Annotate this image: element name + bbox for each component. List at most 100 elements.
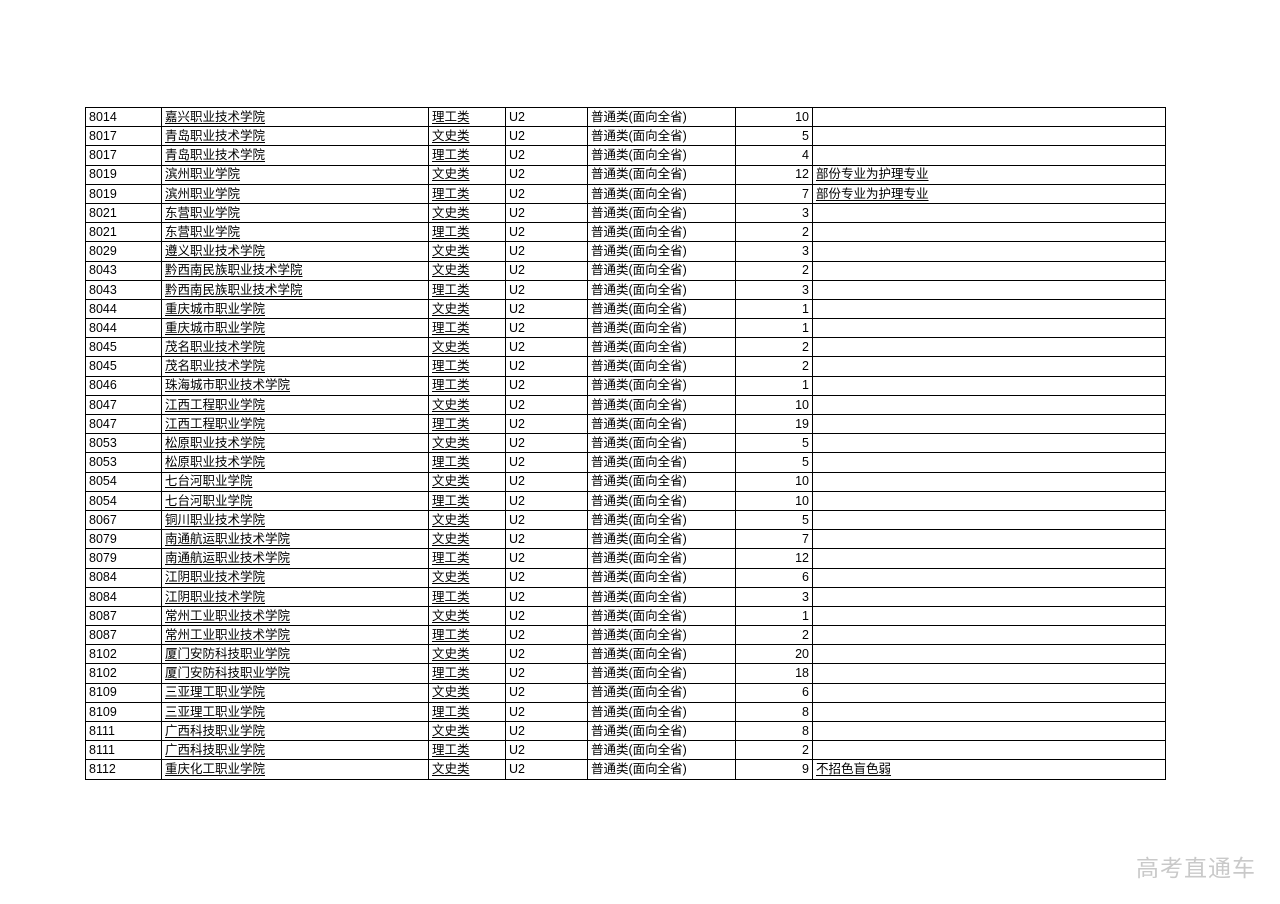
- remark-cell: [812, 529, 1166, 550]
- batch-cell: U2: [505, 529, 588, 550]
- school-name-cell: 东营职业学院: [161, 202, 429, 224]
- category-cell: 文史类: [428, 720, 506, 742]
- code-cell: 8053: [85, 452, 162, 473]
- remark-cell: [812, 720, 1166, 742]
- table-row: 8079 南通航运职业技术学院 文史类 U2 普通类(面向全省) 7: [85, 529, 1166, 550]
- plan-count-cell: 5: [735, 433, 813, 454]
- admission-type-cell: 普通类(面向全省): [587, 740, 736, 761]
- table-row: 8102 厦门安防科技职业学院 理工类 U2 普通类(面向全省) 18: [85, 663, 1166, 684]
- school-name-cell: 青岛职业技术学院: [161, 126, 429, 147]
- school-name-cell: 常州工业职业技术学院: [161, 605, 429, 627]
- plan-count-cell: 10: [735, 490, 813, 511]
- school-name-cell: 重庆城市职业学院: [161, 318, 429, 339]
- code-cell: 8043: [85, 279, 162, 300]
- table-row: 8084 江阴职业技术学院 文史类 U2 普通类(面向全省) 6: [85, 567, 1166, 588]
- school-name-cell: 江西工程职业学院: [161, 394, 429, 416]
- category-cell: 理工类: [428, 375, 506, 396]
- table-row: 8047 江西工程职业学院 理工类 U2 普通类(面向全省) 19: [85, 413, 1166, 435]
- table-row: 8109 三亚理工职业学院 理工类 U2 普通类(面向全省) 8: [85, 701, 1166, 723]
- school-name-cell: 广西科技职业学院: [161, 740, 429, 761]
- admission-type-cell: 普通类(面向全省): [587, 586, 736, 607]
- admission-type-cell: 普通类(面向全省): [587, 222, 736, 243]
- category-cell: 文史类: [428, 529, 506, 550]
- plan-count-cell: 8: [735, 720, 813, 742]
- plan-count-cell: 6: [735, 567, 813, 588]
- admission-plan-table: 8014 嘉兴职业技术学院 理工类 U2 普通类(面向全省) 10 8017 青岛职业技术学院…: [85, 106, 1166, 780]
- admission-type-cell: 普通类(面向全省): [587, 759, 736, 780]
- school-name-cell: 江阴职业技术学院: [161, 567, 429, 588]
- plan-count-cell: 3: [735, 279, 813, 300]
- code-cell: 8087: [85, 625, 162, 646]
- code-cell: 8014: [85, 106, 162, 128]
- category-cell: 文史类: [428, 471, 506, 492]
- admission-type-cell: 普通类(面向全省): [587, 682, 736, 703]
- school-name-cell: 遵义职业技术学院: [161, 241, 429, 262]
- plan-count-cell: 12: [735, 164, 813, 185]
- admission-type-cell: 普通类(面向全省): [587, 106, 736, 128]
- admission-type-cell: 普通类(面向全省): [587, 298, 736, 320]
- remark-cell: 不招色盲色弱: [812, 759, 1166, 780]
- code-cell: 8047: [85, 413, 162, 435]
- admission-type-cell: 普通类(面向全省): [587, 202, 736, 224]
- school-name-cell: 滨州职业学院: [161, 183, 429, 204]
- category-cell: 理工类: [428, 413, 506, 435]
- admission-type-cell: 普通类(面向全省): [587, 509, 736, 531]
- school-name-cell: 厦门安防科技职业学院: [161, 644, 429, 665]
- school-name-cell: 七台河职业学院: [161, 490, 429, 511]
- batch-cell: U2: [505, 356, 588, 377]
- batch-cell: U2: [505, 183, 588, 204]
- batch-cell: U2: [505, 433, 588, 454]
- batch-cell: U2: [505, 644, 588, 665]
- school-name-cell: 常州工业职业技术学院: [161, 625, 429, 646]
- admission-type-cell: 普通类(面向全省): [587, 241, 736, 262]
- plan-count-cell: 3: [735, 586, 813, 607]
- plan-count-cell: 18: [735, 663, 813, 684]
- admission-type-cell: 普通类(面向全省): [587, 337, 736, 358]
- code-cell: 8087: [85, 605, 162, 627]
- table-row: 8079 南通航运职业技术学院 理工类 U2 普通类(面向全省) 12: [85, 548, 1166, 569]
- admission-type-cell: 普通类(面向全省): [587, 279, 736, 300]
- category-cell: 理工类: [428, 452, 506, 473]
- plan-count-cell: 4: [735, 145, 813, 166]
- remark-cell: [812, 625, 1166, 646]
- code-cell: 8054: [85, 471, 162, 492]
- school-name-cell: 珠海城市职业技术学院: [161, 375, 429, 396]
- table-row: 8044 重庆城市职业学院 文史类 U2 普通类(面向全省) 1: [85, 298, 1166, 320]
- code-cell: 8084: [85, 586, 162, 607]
- admission-type-cell: 普通类(面向全省): [587, 663, 736, 684]
- code-cell: 8047: [85, 394, 162, 416]
- remark-cell: [812, 145, 1166, 166]
- category-cell: 理工类: [428, 183, 506, 204]
- category-cell: 文史类: [428, 164, 506, 185]
- batch-cell: U2: [505, 337, 588, 358]
- admission-type-cell: 普通类(面向全省): [587, 413, 736, 435]
- batch-cell: U2: [505, 413, 588, 435]
- batch-cell: U2: [505, 202, 588, 224]
- table-row: 8043 黔西南民族职业技术学院 文史类 U2 普通类(面向全省) 2: [85, 260, 1166, 281]
- school-name-cell: 七台河职业学院: [161, 471, 429, 492]
- batch-cell: U2: [505, 701, 588, 723]
- category-cell: 理工类: [428, 356, 506, 377]
- school-name-cell: 三亚理工职业学院: [161, 682, 429, 703]
- category-cell: 文史类: [428, 644, 506, 665]
- school-name-cell: 重庆化工职业学院: [161, 759, 429, 780]
- category-cell: 文史类: [428, 682, 506, 703]
- code-cell: 8019: [85, 164, 162, 185]
- school-name-cell: 松原职业技术学院: [161, 433, 429, 454]
- batch-cell: U2: [505, 222, 588, 243]
- plan-count-cell: 10: [735, 394, 813, 416]
- remark-cell: [812, 663, 1166, 684]
- plan-count-cell: 5: [735, 126, 813, 147]
- school-name-cell: 南通航运职业技术学院: [161, 529, 429, 550]
- remark-cell: [812, 682, 1166, 703]
- school-name-cell: 青岛职业技术学院: [161, 145, 429, 166]
- school-name-cell: 广西科技职业学院: [161, 720, 429, 742]
- admission-type-cell: 普通类(面向全省): [587, 433, 736, 454]
- batch-cell: U2: [505, 106, 588, 128]
- code-cell: 8053: [85, 433, 162, 454]
- plan-count-cell: 1: [735, 298, 813, 320]
- code-cell: 8029: [85, 241, 162, 262]
- category-cell: 理工类: [428, 490, 506, 511]
- code-cell: 8017: [85, 126, 162, 147]
- batch-cell: U2: [505, 318, 588, 339]
